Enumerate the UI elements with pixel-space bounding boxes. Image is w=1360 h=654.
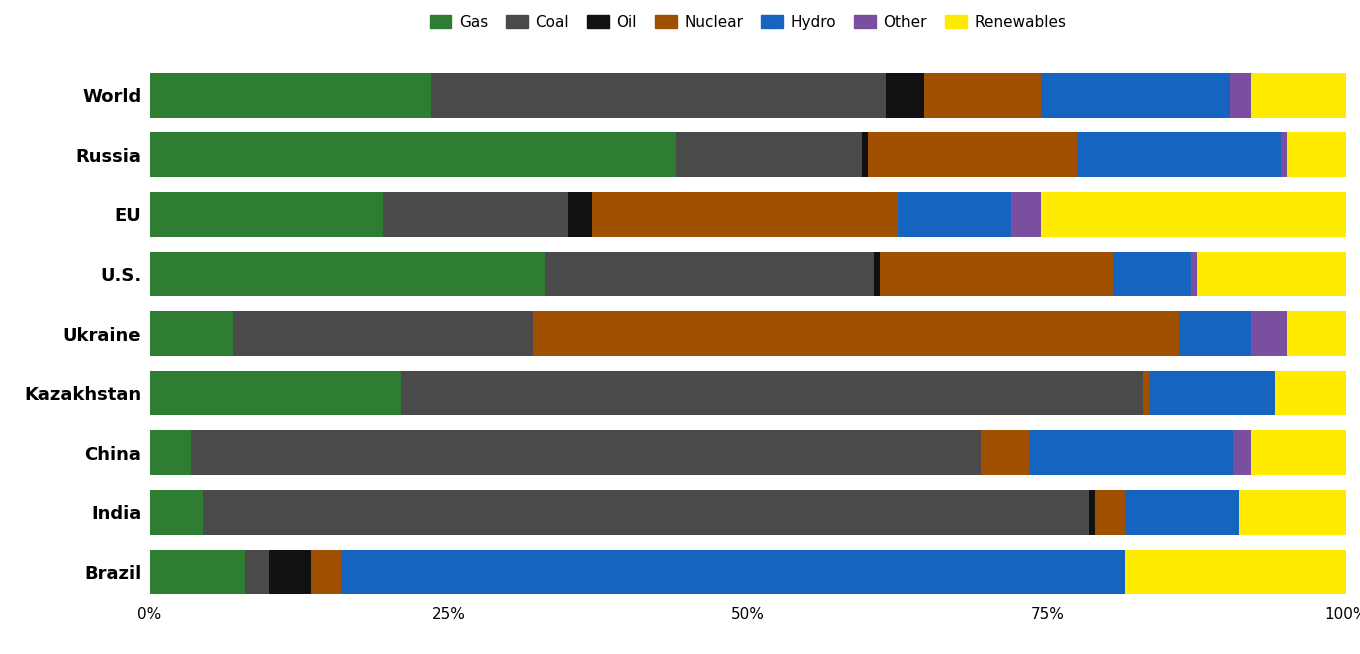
Bar xyxy=(880,252,1112,296)
Bar xyxy=(150,311,234,356)
Bar xyxy=(1251,311,1287,356)
Bar xyxy=(1197,252,1346,296)
Bar xyxy=(923,73,1042,118)
Bar xyxy=(593,192,898,237)
Bar xyxy=(150,430,192,475)
Bar xyxy=(1281,132,1287,177)
Bar xyxy=(1142,371,1149,415)
Bar xyxy=(204,490,1089,535)
Bar xyxy=(544,252,873,296)
Bar xyxy=(150,192,384,237)
Bar xyxy=(1251,430,1346,475)
Bar xyxy=(862,132,868,177)
Bar xyxy=(1089,490,1095,535)
Bar xyxy=(150,252,544,296)
Bar xyxy=(150,371,401,415)
Bar xyxy=(150,549,245,594)
Bar xyxy=(1251,73,1346,118)
Bar xyxy=(150,73,431,118)
Bar xyxy=(1077,132,1281,177)
Bar xyxy=(1239,490,1346,535)
Legend: Gas, Coal, Oil, Nuclear, Hydro, Other, Renewables: Gas, Coal, Oil, Nuclear, Hydro, Other, R… xyxy=(423,9,1073,36)
Bar xyxy=(1012,192,1042,237)
Bar xyxy=(1042,192,1346,237)
Bar xyxy=(401,371,1142,415)
Bar xyxy=(898,192,1012,237)
Bar xyxy=(311,549,341,594)
Bar xyxy=(1149,371,1274,415)
Bar xyxy=(868,132,1077,177)
Bar xyxy=(1095,490,1125,535)
Bar xyxy=(1191,252,1197,296)
Bar xyxy=(150,490,204,535)
Bar xyxy=(1231,73,1251,118)
Bar xyxy=(192,430,982,475)
Bar xyxy=(1125,549,1346,594)
Bar xyxy=(1125,490,1239,535)
Bar xyxy=(676,132,862,177)
Bar xyxy=(384,192,568,237)
Bar xyxy=(245,549,269,594)
Bar xyxy=(150,132,676,177)
Bar xyxy=(269,549,311,594)
Bar xyxy=(1179,311,1251,356)
Bar xyxy=(1042,73,1231,118)
Bar xyxy=(873,252,880,296)
Bar xyxy=(1112,252,1191,296)
Bar xyxy=(568,192,593,237)
Bar xyxy=(1274,371,1346,415)
Bar xyxy=(1030,430,1232,475)
Bar xyxy=(341,549,1125,594)
Bar xyxy=(1232,430,1251,475)
Bar xyxy=(533,311,1179,356)
Bar xyxy=(431,73,885,118)
Bar xyxy=(234,311,533,356)
Bar xyxy=(982,430,1030,475)
Bar xyxy=(1287,132,1346,177)
Bar xyxy=(1287,311,1346,356)
Bar xyxy=(885,73,923,118)
